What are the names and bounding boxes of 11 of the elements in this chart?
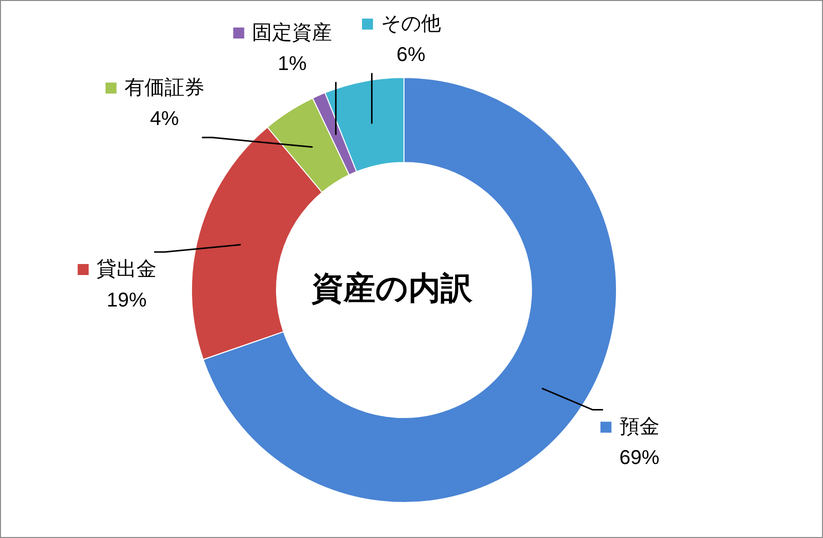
text: 資産の内訳 — [310, 270, 474, 306]
data-label: 69% — [619, 447, 660, 470]
legend-label: 固定資産 — [252, 22, 332, 44]
legend-label: 預金 — [619, 416, 660, 438]
legend-label: 有価証券 — [124, 77, 205, 100]
legend-label: その他 — [381, 13, 442, 36]
data-label: 1% — [278, 53, 307, 76]
data-label: 19% — [106, 290, 147, 312]
data-label: 6% — [396, 44, 426, 66]
data-label: 4% — [150, 108, 180, 130]
legend-label: 貸出金 — [96, 258, 157, 281]
